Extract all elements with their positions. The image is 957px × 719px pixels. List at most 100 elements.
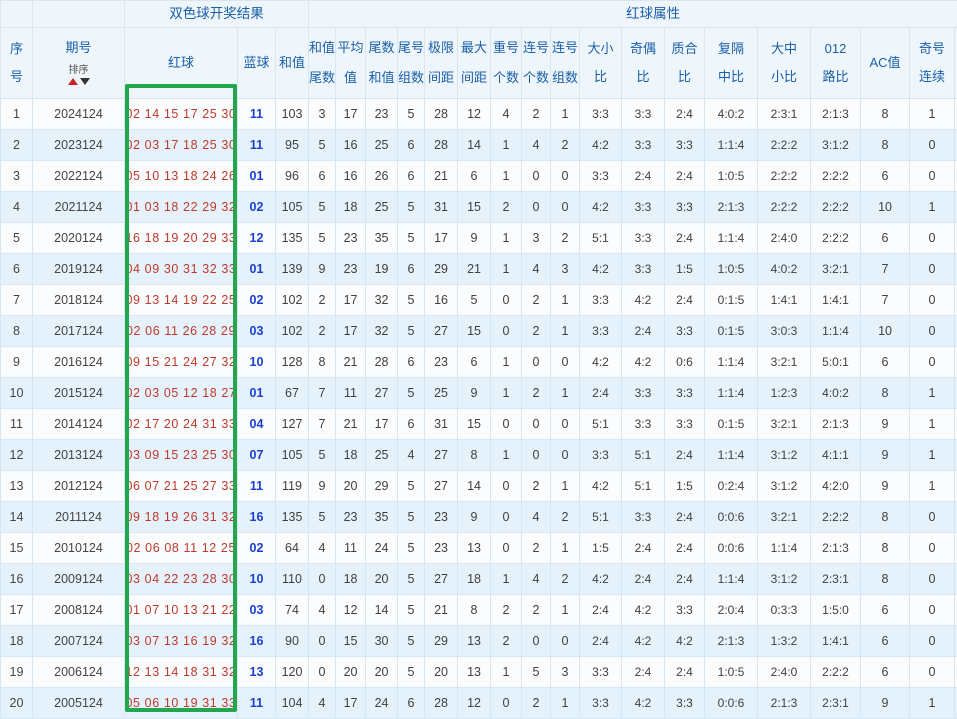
col-header-big-small-ratio: 大小 比	[579, 27, 623, 99]
row-sum: 105	[274, 439, 310, 471]
row-sum-tail: 0	[308, 656, 337, 688]
row-odd-even-ratio: 4:2	[621, 594, 666, 626]
row-tail-sum: 32	[365, 315, 399, 347]
row-big-small-ratio: 4:2	[579, 191, 623, 223]
row-012-route-ratio: 5:0:1	[810, 346, 862, 378]
row-odd-even-ratio: 3:3	[621, 222, 666, 254]
row-repeat-count: 2	[490, 625, 523, 657]
row-012-route-ratio: 1:1:4	[810, 315, 862, 347]
row-consecutive-groups: 1	[550, 284, 581, 316]
row-issue-number[interactable]: 2019124	[32, 253, 125, 285]
row-red-balls: 01 03 18 22 29 32	[124, 191, 238, 223]
row-tail-sum: 30	[365, 625, 399, 657]
row-index: 14	[0, 501, 33, 533]
row-repeat-count: 0	[490, 315, 523, 347]
row-max-span: 9	[457, 222, 492, 254]
row-big-small-ratio: 4:2	[579, 563, 623, 595]
row-tail-groups: 5	[397, 315, 426, 347]
row-sum: 135	[274, 501, 310, 533]
sort-ascending-icon[interactable]	[67, 77, 78, 85]
row-limit-span: 31	[424, 191, 459, 223]
row-repeat-count: 1	[490, 656, 523, 688]
row-index: 9	[0, 346, 33, 378]
col-header-sum-tail: 和值 尾数	[308, 27, 337, 99]
row-repeat-count: 1	[490, 377, 523, 409]
row-big-small-ratio: 1:5	[579, 532, 623, 564]
row-consecutive-count: 4	[521, 501, 552, 533]
row-sum-tail: 5	[308, 501, 337, 533]
row-prime-composite-ratio: 3:3	[664, 315, 706, 347]
row-max-span: 5	[457, 284, 492, 316]
col-header-issue-label: 期号	[65, 40, 92, 56]
row-repeat-interval-ratio: 1:1:4	[704, 346, 759, 378]
row-odd-run: 0	[909, 594, 956, 626]
row-tail-sum: 14	[365, 594, 399, 626]
col-header-odd-even-ratio: 奇偶 比	[621, 27, 666, 99]
row-issue-number[interactable]: 2009124	[32, 563, 125, 595]
row-012-route-ratio: 1:5:0	[810, 594, 862, 626]
row-big-mid-small-ratio: 1:3:2	[757, 625, 812, 657]
row-issue-number[interactable]: 2018124	[32, 284, 125, 316]
row-sum-tail: 4	[308, 687, 337, 719]
row-sum: 110	[274, 563, 310, 595]
row-repeat-interval-ratio: 1:1:4	[704, 222, 759, 254]
col-header-issue[interactable]: 期号 排序	[32, 27, 125, 99]
row-index: 12	[0, 439, 33, 471]
row-odd-even-ratio: 2:4	[621, 315, 666, 347]
row-issue-number[interactable]: 2012124	[32, 470, 125, 502]
row-issue-number[interactable]: 2006124	[32, 656, 125, 688]
sort-arrows[interactable]	[67, 77, 90, 85]
col-header-max-span: 最大 间距	[457, 27, 492, 99]
row-issue-number[interactable]: 2022124	[32, 160, 125, 192]
col-header-tail-sum: 尾数 和值	[365, 27, 399, 99]
row-index: 8	[0, 315, 33, 347]
table-row: 4 2021124 01 03 18 22 29 32 02 105 5 18 25 5 31 15…	[0, 191, 957, 223]
row-issue-number[interactable]: 2023124	[32, 129, 125, 161]
row-issue-number[interactable]: 2010124	[32, 532, 125, 564]
row-big-mid-small-ratio: 3:1:2	[757, 439, 812, 471]
row-big-mid-small-ratio: 3:0:3	[757, 315, 812, 347]
group-title-red-attributes: 红球属性	[308, 0, 957, 28]
row-repeat-count: 4	[490, 98, 523, 130]
row-issue-number[interactable]: 2024124	[32, 98, 125, 130]
row-big-small-ratio: 3:3	[579, 687, 623, 719]
row-average: 21	[335, 346, 367, 378]
row-big-mid-small-ratio: 3:2:1	[757, 501, 812, 533]
row-tail-sum: 28	[365, 346, 399, 378]
row-tail-groups: 5	[397, 532, 426, 564]
row-repeat-interval-ratio: 1:1:4	[704, 377, 759, 409]
row-tail-groups: 5	[397, 501, 426, 533]
row-consecutive-groups: 1	[550, 594, 581, 626]
row-issue-number[interactable]: 2008124	[32, 594, 125, 626]
row-issue-number[interactable]: 2013124	[32, 439, 125, 471]
row-repeat-interval-ratio: 0:1:5	[704, 315, 759, 347]
row-max-span: 12	[457, 98, 492, 130]
row-issue-number[interactable]: 2015124	[32, 377, 125, 409]
row-prime-composite-ratio: 2:4	[664, 284, 706, 316]
row-issue-number[interactable]: 2007124	[32, 625, 125, 657]
row-issue-number[interactable]: 2011124	[32, 501, 125, 533]
row-consecutive-count: 0	[521, 408, 552, 440]
row-consecutive-count: 4	[521, 129, 552, 161]
row-blue-ball: 01	[237, 377, 276, 409]
sort-descending-icon[interactable]	[79, 77, 90, 85]
table-row: 19 2006124 12 13 14 18 31 32 13 120 0 20 20 5 20 1…	[0, 656, 957, 688]
sort-control[interactable]: 排序	[34, 65, 124, 85]
row-consecutive-groups: 3	[550, 253, 581, 285]
row-consecutive-groups: 1	[550, 315, 581, 347]
row-max-span: 13	[457, 625, 492, 657]
row-consecutive-groups: 2	[550, 563, 581, 595]
row-prime-composite-ratio: 2:4	[664, 222, 706, 254]
row-issue-number[interactable]: 2017124	[32, 315, 125, 347]
row-issue-number[interactable]: 2016124	[32, 346, 125, 378]
row-sum-tail: 0	[308, 563, 337, 595]
row-issue-number[interactable]: 2020124	[32, 222, 125, 254]
row-blue-ball: 02	[237, 284, 276, 316]
row-issue-number[interactable]: 2014124	[32, 408, 125, 440]
row-max-span: 15	[457, 191, 492, 223]
row-tail-groups: 6	[397, 408, 426, 440]
row-issue-number[interactable]: 2021124	[32, 191, 125, 223]
row-big-small-ratio: 4:2	[579, 470, 623, 502]
row-issue-number[interactable]: 2005124	[32, 687, 125, 719]
